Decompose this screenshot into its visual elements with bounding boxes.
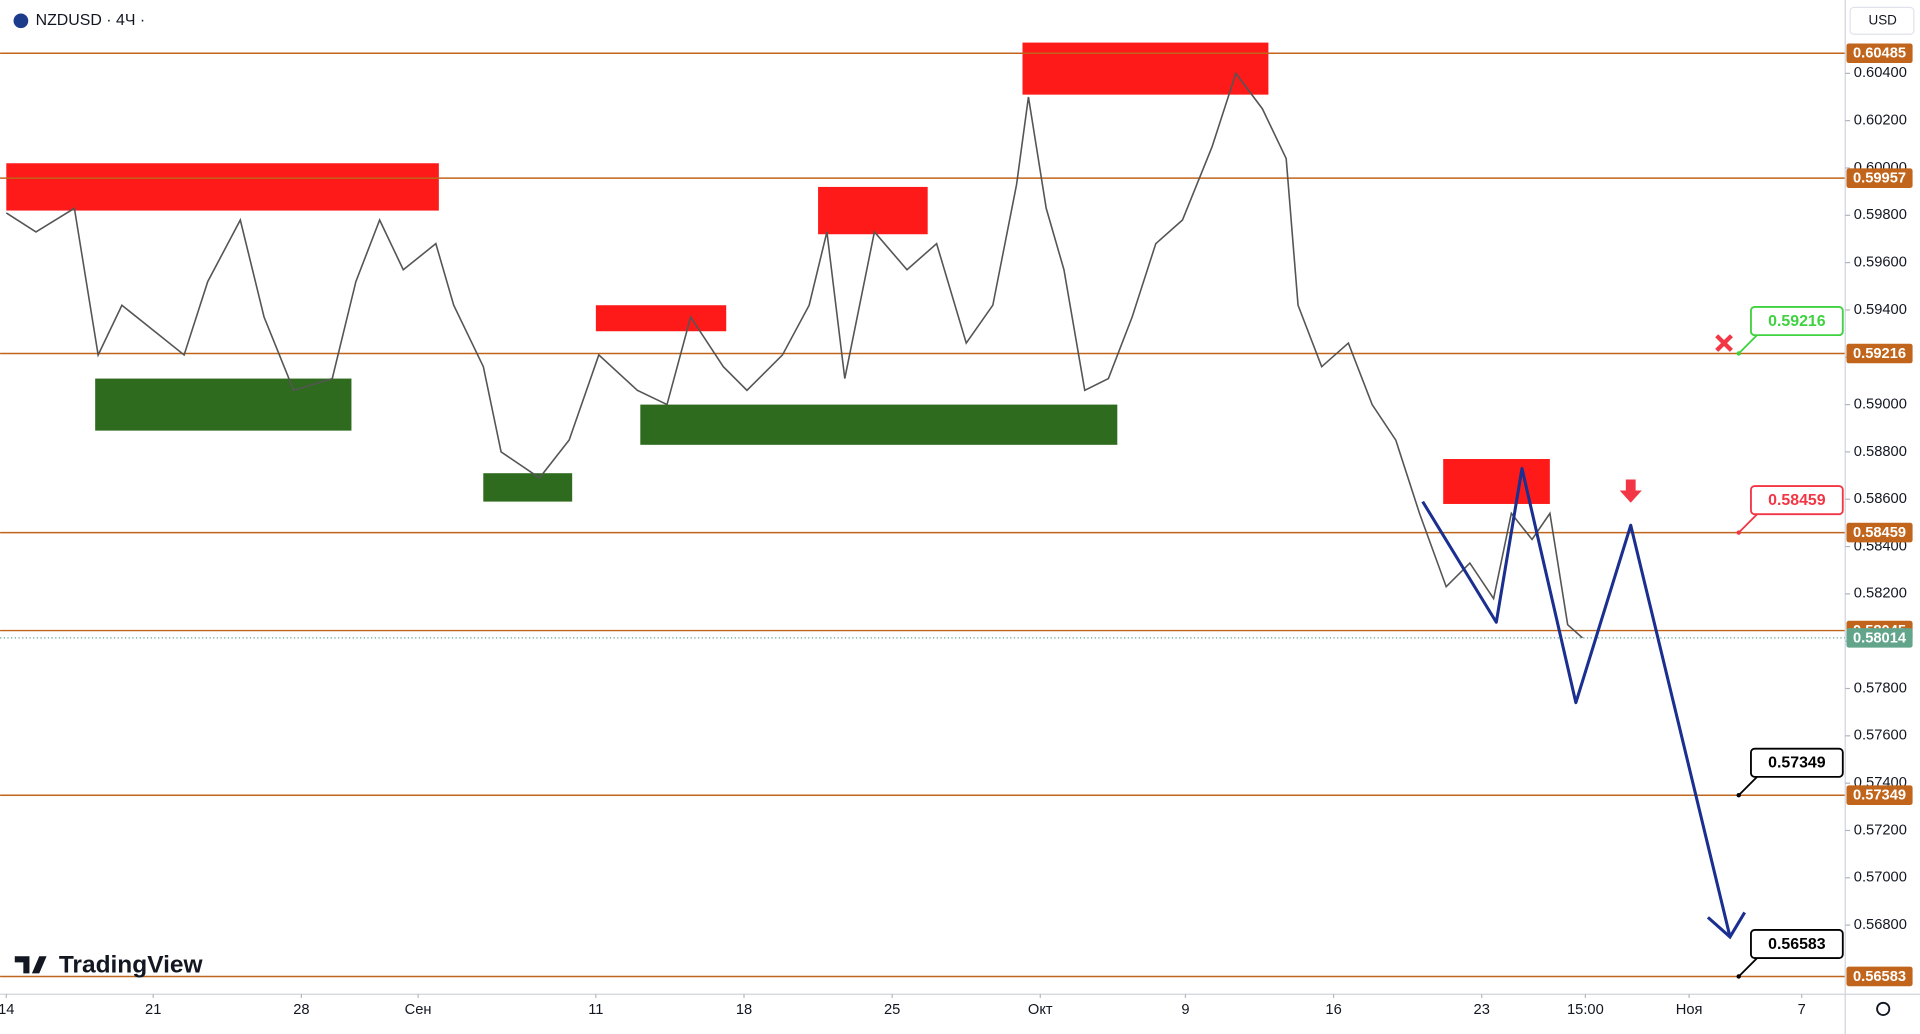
y-tick-label: 0.60400	[1854, 65, 1907, 81]
x-tick-label: 15:00	[1567, 1002, 1604, 1018]
symbol-title: NZDUSD · 4Ч ·	[36, 12, 146, 29]
zone	[6, 163, 439, 211]
level-label-box	[1846, 966, 1913, 987]
callout-pointer	[1738, 333, 1759, 355]
level-label-box	[1846, 785, 1913, 806]
callout-label: 0.56583	[1768, 936, 1826, 953]
y-tick-label: 0.58200	[1854, 586, 1907, 602]
symbol-flag	[13, 13, 29, 29]
x-tick-label: 23	[1474, 1002, 1490, 1018]
projection-arrowhead	[1706, 911, 1746, 940]
x-tick-label: 14	[0, 1002, 14, 1018]
level-label: 0.59216	[1853, 346, 1906, 362]
callout-pointer	[1738, 512, 1759, 534]
y-tick-label: 0.59000	[1854, 396, 1907, 412]
last-price-label-box	[1846, 628, 1913, 648]
callout-label: 0.57349	[1768, 755, 1826, 772]
x-tick-label: Сен	[405, 1002, 432, 1018]
callout-anchor	[1736, 974, 1741, 979]
y-tick-label: 0.59600	[1854, 255, 1907, 271]
level-label: 0.57349	[1853, 788, 1906, 804]
callout-box	[1750, 929, 1844, 960]
level-label: 0.56583	[1853, 969, 1906, 985]
y-tick-label: 0.57000	[1854, 870, 1907, 886]
brand-name: TradingView	[59, 952, 204, 979]
y-tick-label: 0.58600	[1854, 491, 1907, 507]
x-tick-label: Ноя	[1676, 1002, 1703, 1018]
zone	[818, 186, 928, 235]
plot-area: 0.59216 0.58459 0.57349 0.56583	[0, 42, 1846, 979]
level-label-box	[1846, 343, 1913, 364]
level-label-box	[1846, 522, 1913, 543]
last-price-label: 0.58014	[1853, 630, 1907, 646]
y-tick-label: 0.58800	[1854, 444, 1907, 460]
price-line	[5, 71, 1584, 639]
currency-button[interactable]	[1849, 6, 1915, 35]
axes: 0.604000.602000.600000.598000.596000.594…	[0, 43, 1913, 1018]
x-tick-label: 28	[293, 1002, 309, 1018]
x-tick-label: 16	[1325, 1002, 1341, 1018]
zone	[1022, 42, 1269, 95]
x-tick-label: 11	[588, 1002, 603, 1018]
level-label: 0.60485	[1853, 46, 1906, 62]
callout-anchor	[1736, 351, 1741, 356]
currency-label: USD	[1868, 12, 1897, 27]
y-tick-label: 0.57200	[1854, 822, 1907, 838]
brand-icon	[14, 956, 47, 974]
cross-marker	[1715, 334, 1733, 352]
x-tick-label: Окт	[1028, 1002, 1053, 1018]
x-tick-label: 7	[1798, 1002, 1806, 1018]
settings-button[interactable]	[1876, 1001, 1891, 1016]
y-tick-label: 0.59400	[1854, 302, 1907, 318]
callout-label: 0.58459	[1768, 492, 1826, 509]
zone	[483, 473, 573, 502]
callout-label: 0.59216	[1768, 313, 1826, 330]
y-tick-label: 0.56800	[1854, 917, 1907, 933]
level-label: 0.59957	[1853, 171, 1906, 187]
zone	[640, 404, 1118, 445]
x-tick-label: 21	[145, 1002, 161, 1018]
y-tick-label: 0.57600	[1854, 728, 1907, 744]
y-tick-label: 0.58400	[1854, 538, 1907, 554]
x-tick-label: 25	[884, 1002, 900, 1018]
callout-box	[1750, 485, 1844, 516]
x-tick-label: 18	[736, 1002, 752, 1018]
zone	[95, 378, 352, 431]
level-label-box	[1846, 168, 1913, 188]
callout-anchor	[1736, 793, 1741, 798]
projection-path	[1421, 466, 1732, 938]
arrow-marker	[1619, 479, 1642, 503]
y-tick-label: 0.59800	[1854, 207, 1907, 223]
callout-box	[1750, 747, 1844, 778]
y-tick-label: 0.60200	[1854, 113, 1907, 129]
brand-logo: TradingView	[14, 952, 204, 979]
level-label: 0.58459	[1853, 525, 1906, 541]
callout-pointer	[1738, 774, 1759, 796]
x-tick-label: 9	[1181, 1002, 1189, 1018]
callout-pointer	[1738, 956, 1759, 978]
y-tick-label: 0.57800	[1854, 680, 1907, 696]
callout-anchor	[1736, 530, 1741, 535]
callout-box	[1750, 306, 1844, 337]
zone	[595, 305, 727, 332]
zone	[1443, 459, 1550, 504]
level-label-box	[1846, 43, 1913, 64]
